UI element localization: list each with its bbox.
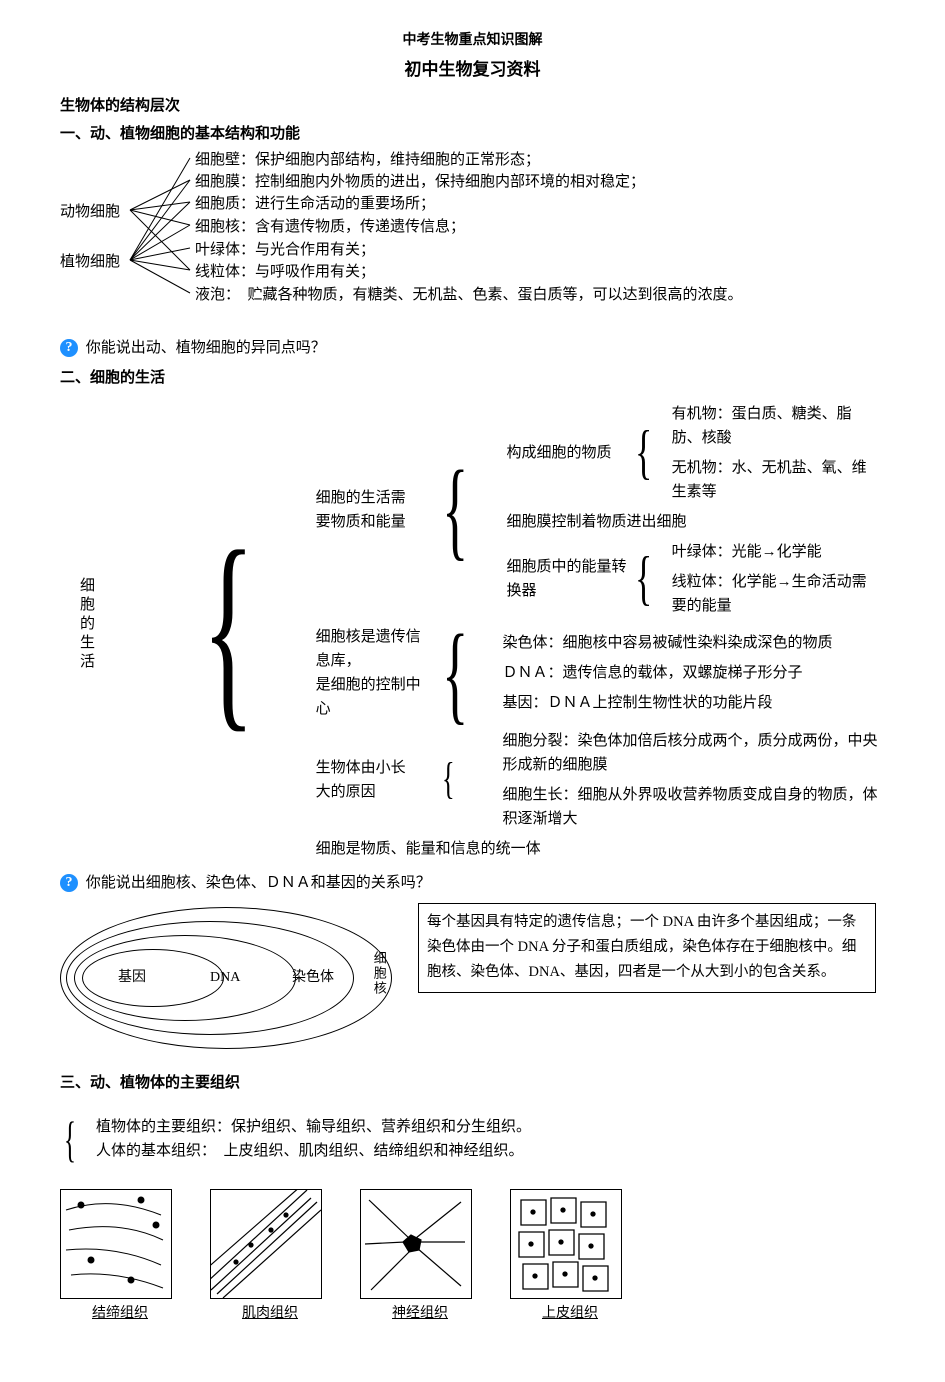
- s3-line2: 人体的基本组织： 上皮组织、肌肉组织、结缔组织和神经组织。: [96, 1139, 531, 1163]
- section3-title: 三、动、植物体的主要组织: [60, 1071, 885, 1095]
- tissue-img-epithelial: [510, 1189, 622, 1299]
- branchB-2: ＤＮＡ：遗传信息的载体，双螺旋梯子形分子: [503, 661, 881, 685]
- header-small: 中考生物重点知识图解: [60, 30, 885, 52]
- tissue-img-nerve: [360, 1189, 472, 1299]
- tissue-img-connective: [60, 1189, 172, 1299]
- s1-row-2: 细胞质：进行生命活动的重要场所；: [195, 192, 435, 216]
- ell-chrom: 染色体: [292, 967, 334, 989]
- section2-title: 二、细胞的生活: [60, 366, 885, 390]
- branchA-3-r1: 叶绿体：光能→化学能: [672, 540, 877, 564]
- question-1: ? 你能说出动、植物细胞的异同点吗？: [60, 336, 885, 360]
- branchA-1-label: 构成细胞的物质: [503, 396, 631, 510]
- s1-row-0: 细胞壁：保护细胞内部结构，维持细胞的正常形态；: [195, 148, 540, 172]
- branchC-1: 细胞分裂：染色体加倍后核分成两个，质分成两份，中央形成新的细胞膜: [503, 729, 881, 777]
- tissue-cap-2: 神经组织: [360, 1303, 480, 1325]
- branchA-label: 细胞的生活需 要物质和能量: [312, 396, 438, 624]
- branchC-2: 细胞生长：细胞从外界吸收营养物质变成自身的物质，体积逐渐增大: [503, 783, 881, 831]
- label-plant-cell: 植物细胞: [60, 250, 120, 274]
- branchA-3-r2: 线粒体：化学能→生命活动需要的能量: [672, 570, 877, 618]
- branchA-3-label: 细胞质中的能量转换器: [503, 534, 631, 624]
- question-icon: ?: [60, 339, 78, 357]
- tissue-cap-1: 肌肉组织: [210, 1303, 330, 1325]
- s3-line1: 植物体的主要组织：保护组织、输导组织、营养组织和分生组织。: [96, 1115, 531, 1139]
- ell-gene: 基因: [118, 967, 146, 989]
- branchB-1: 染色体：细胞核中容易被碱性染料染成深色的物质: [503, 631, 881, 655]
- concentric-ellipses: 基因 DNA 染色体 细胞核: [60, 903, 400, 1053]
- explain-box: 每个基因具有特定的遗传信息；一个 DNA 由许多个基因组成；一条染色体由一个 D…: [418, 903, 876, 993]
- tissue-cap-0: 结缔组织: [60, 1303, 180, 1325]
- ell-nucleus: 细胞核: [368, 951, 389, 996]
- branchB-label: 细胞核是遗传信息库， 是细胞的控制中心: [312, 624, 438, 723]
- question-icon: ?: [60, 874, 78, 892]
- root-label: 细胞的生活: [74, 577, 98, 672]
- page-title: 初中生物复习资料: [60, 56, 885, 83]
- question-1-text: 你能说出动、植物细胞的异同点吗？: [86, 340, 326, 356]
- tissue-img-muscle: [210, 1189, 322, 1299]
- branchC-label: 生物体由小长 大的原因: [312, 723, 438, 837]
- s1-row-6: 液泡： 贮藏各种物质，有糖类、无机盐、色素、蛋白质等，可以达到很高的浓度。: [195, 283, 743, 307]
- s1-row-4: 叶绿体：与光合作用有关；: [195, 238, 375, 262]
- heading-structure: 生物体的结构层次: [60, 94, 885, 118]
- section3-lines: { 植物体的主要组织：保护组织、输导组织、营养组织和分生组织。 人体的基本组织：…: [60, 1099, 535, 1179]
- tissue-row: 结缔组织 肌肉组织: [60, 1189, 885, 1325]
- cell-life-tree: 细胞的生活 { 细胞的生活需 要物质和能量 { 构成细胞的物质 { 有机物：蛋白…: [70, 396, 885, 861]
- branchD: 细胞是物质、能量和信息的统一体: [312, 837, 885, 861]
- ell-dna: DNA: [210, 967, 240, 989]
- s1-row-1: 细胞膜：控制细胞内外物质的进出，保持细胞内部环境的相对稳定；: [195, 170, 645, 194]
- branchA-1-r1: 有机物：蛋白质、糖类、脂肪、核酸: [672, 402, 877, 450]
- branchA-2: 细胞膜控制着物质进出细胞: [503, 510, 881, 534]
- question-2: ? 你能说出细胞核、染色体、ＤＮＡ和基因的关系吗？: [60, 871, 885, 895]
- question-2-text: 你能说出细胞核、染色体、ＤＮＡ和基因的关系吗？: [86, 875, 431, 891]
- tissue-cap-3: 上皮组织: [510, 1303, 630, 1325]
- s1-row-5: 线粒体：与呼吸作用有关；: [195, 260, 375, 284]
- branchB-3: 基因：ＤＮＡ上控制生物性状的功能片段: [503, 691, 881, 715]
- section1-title: 一、动、植物细胞的基本结构和功能: [60, 122, 885, 146]
- branchA-1-r2: 无机物：水、无机盐、氧、维生素等: [672, 456, 877, 504]
- cell-structure-diagram: 动物细胞 植物细胞 细胞壁：保护细胞内部结构，维持细胞的正常形态； 细胞膜：控制…: [60, 150, 885, 330]
- label-animal-cell: 动物细胞: [60, 200, 120, 224]
- s1-row-3: 细胞核：含有遗传物质，传递遗传信息；: [195, 215, 465, 239]
